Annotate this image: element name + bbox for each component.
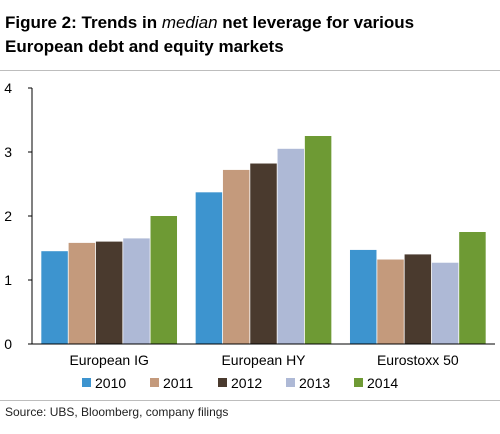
x-category-label: European HY [221, 352, 306, 368]
bar-2014-eurostoxx-50 [459, 232, 486, 344]
legend-swatch-2012 [218, 378, 227, 387]
figure-title-suffix: net leverage for various European debt a… [5, 13, 415, 56]
y-tick-label: 2 [4, 208, 12, 224]
legend-swatch-2010 [82, 378, 91, 387]
bar-2011-eurostoxx-50 [377, 259, 404, 344]
y-tick-label: 0 [4, 336, 12, 352]
y-tick-label: 1 [4, 272, 12, 288]
bar-2012-european-hy [250, 163, 277, 344]
title-divider [0, 70, 500, 71]
bar-2013-european-ig [123, 238, 150, 344]
figure-title-emphasis: median [161, 13, 218, 32]
legend-swatch-2011 [150, 378, 159, 387]
figure-title: Figure 2: Trends in median net leverage … [5, 11, 495, 59]
x-category-label: Eurostoxx 50 [377, 352, 459, 368]
bar-2011-european-ig [68, 242, 96, 344]
source-divider [0, 400, 500, 401]
bar-2010-european-ig [41, 251, 68, 344]
bar-2011-european-hy [222, 169, 250, 344]
source-note: Source: UBS, Bloomberg, company filings [5, 405, 229, 419]
legend-label-2014: 2014 [367, 375, 398, 391]
legend-label-2011: 2011 [163, 375, 193, 391]
bar-2013-european-hy [277, 148, 305, 344]
legend-swatch-2013 [286, 378, 295, 387]
bar-2014-european-hy [304, 136, 332, 344]
y-tick-label: 3 [4, 144, 12, 160]
legend-label-2013: 2013 [299, 375, 330, 391]
bar-2013-eurostoxx-50 [431, 262, 459, 344]
legend-label-2010: 2010 [95, 375, 126, 391]
legend-label-2012: 2012 [231, 375, 262, 391]
bar-2014-european-ig [150, 216, 178, 344]
legend-swatch-2014 [354, 378, 363, 387]
figure-title-prefix: Figure 2: Trends in [5, 13, 162, 32]
bar-chart: 0 1 2 3 4 European IG European HY Eurostoxx 50 2… [4, 80, 495, 391]
bar-2012-eurostoxx-50 [404, 254, 432, 344]
bar-2010-eurostoxx-50 [349, 249, 377, 344]
y-tick-label: 4 [4, 80, 12, 96]
x-category-label: European IG [69, 352, 148, 368]
bar-2012-european-ig [95, 241, 123, 344]
bar-2010-european-hy [195, 192, 223, 344]
